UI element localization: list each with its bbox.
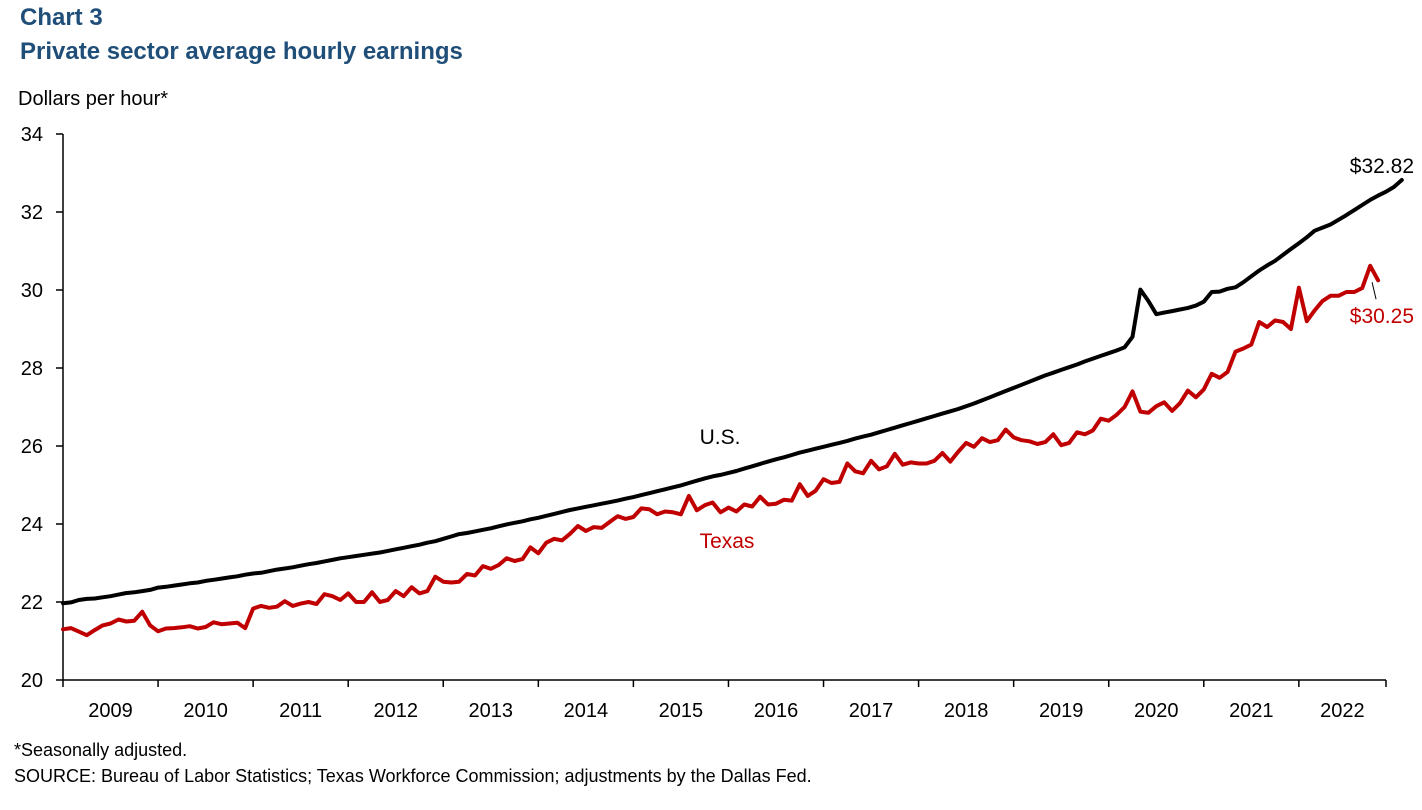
y-tick-label: 32: [21, 202, 43, 224]
y-tick-label: 28: [21, 358, 43, 380]
x-tick-label: 2009: [88, 700, 133, 722]
x-tick-label: 2017: [849, 700, 894, 722]
texas-series-line: [61, 263, 1381, 638]
x-tick-label: 2021: [1229, 700, 1274, 722]
x-tick-label: 2014: [564, 700, 609, 722]
x-tick-label: 2022: [1320, 700, 1365, 722]
x-tick-label: 2012: [373, 700, 418, 722]
texas-end-value-label: $30.25: [1350, 305, 1414, 328]
texas-series-label: Texas: [700, 530, 755, 553]
x-tick-label: 2010: [183, 700, 228, 722]
source-note: SOURCE: Bureau of Labor Statistics; Texa…: [14, 766, 812, 786]
x-tick-label: 2018: [944, 700, 989, 722]
y-tick-label: 26: [21, 436, 43, 458]
x-tick-label: 2015: [659, 700, 704, 722]
y-tick-label: 30: [21, 280, 43, 302]
y-tick-label: 20: [21, 670, 43, 692]
y-tick-label: 34: [21, 124, 43, 146]
y-tick-label: 24: [21, 514, 43, 536]
chart-number: Chart 3: [20, 4, 103, 31]
chart-annotations: U.S. Texas $32.82 $30.25: [700, 155, 1414, 553]
us-series-label: U.S.: [700, 426, 741, 449]
chart-title: Private sector average hourly earnings: [20, 38, 463, 65]
y-axis-unit-label: Dollars per hour*: [18, 88, 169, 110]
x-tick-label: 2020: [1134, 700, 1179, 722]
x-tick-label: 2016: [754, 700, 799, 722]
x-tick-label: 2013: [469, 700, 514, 722]
us-series-line: [61, 178, 1404, 606]
x-tick-label: 2019: [1039, 700, 1084, 722]
x-tick-label: 2011: [279, 700, 322, 722]
y-tick-label: 22: [21, 592, 43, 614]
footnote: *Seasonally adjusted.: [14, 740, 188, 760]
us-end-value-label: $32.82: [1350, 155, 1414, 178]
chart-series: [61, 178, 1404, 638]
texas-end-value-leader: [1371, 282, 1377, 300]
